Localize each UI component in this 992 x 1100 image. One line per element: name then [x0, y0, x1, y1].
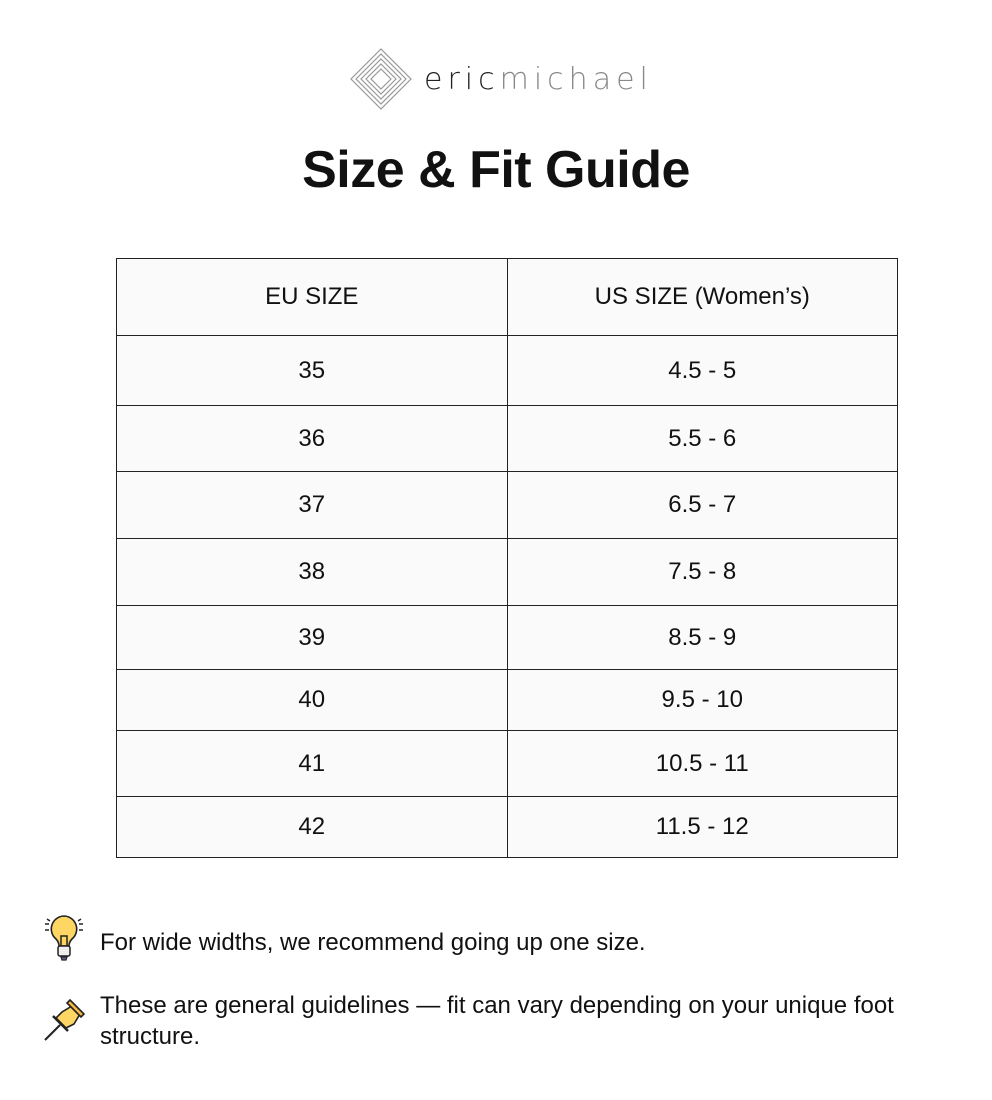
brand-logo: ericmichael: [350, 48, 653, 110]
us-size-cell: 10.5 - 11: [506, 730, 898, 797]
table-row: 41 10.5 - 11: [116, 730, 898, 797]
brand-name: ericmichael: [424, 61, 653, 97]
table-header-row: EU SIZE US SIZE (Women’s): [116, 258, 898, 336]
us-size-cell: 6.5 - 7: [506, 471, 898, 539]
eu-size-cell: 38: [116, 538, 508, 606]
us-size-cell: 5.5 - 6: [506, 405, 898, 472]
table-row: 36 5.5 - 6: [116, 405, 898, 472]
eu-size-cell: 42: [116, 796, 508, 858]
table-row: 37 6.5 - 7: [116, 471, 898, 539]
table-row: 35 4.5 - 5: [116, 335, 898, 406]
eu-size-cell: 39: [116, 605, 508, 670]
lightbulb-icon: [45, 915, 83, 961]
eu-size-cell: 36: [116, 405, 508, 472]
pushpin-icon: [44, 998, 86, 1041]
diamond-logo-icon: [350, 48, 412, 110]
us-size-cell: 8.5 - 9: [506, 605, 898, 670]
us-size-cell: 9.5 - 10: [506, 669, 898, 731]
note-general-guidelines: These are general guidelines — fit can v…: [100, 992, 894, 1050]
size-table: EU SIZE US SIZE (Women’s) 35 4.5 - 5 36 5.…: [116, 258, 898, 858]
table-row: 38 7.5 - 8: [116, 538, 898, 606]
eu-size-cell: 35: [116, 335, 508, 406]
us-size-cell: 7.5 - 8: [506, 538, 898, 606]
eu-size-cell: 37: [116, 471, 508, 539]
table-row: 40 9.5 - 10: [116, 669, 898, 731]
us-size-cell: 11.5 - 12: [506, 796, 898, 858]
table-row: 39 8.5 - 9: [116, 605, 898, 670]
header-eu-size: EU SIZE: [116, 258, 508, 336]
eu-size-cell: 40: [116, 669, 508, 731]
note-wide-widths: For wide widths, we recommend going up o…: [100, 929, 646, 956]
eu-size-cell: 41: [116, 730, 508, 797]
table-row: 42 11.5 - 12: [116, 796, 898, 858]
page-title: Size & Fit Guide: [302, 141, 690, 199]
header-us-size: US SIZE (Women’s): [506, 258, 898, 336]
us-size-cell: 4.5 - 5: [506, 335, 898, 406]
